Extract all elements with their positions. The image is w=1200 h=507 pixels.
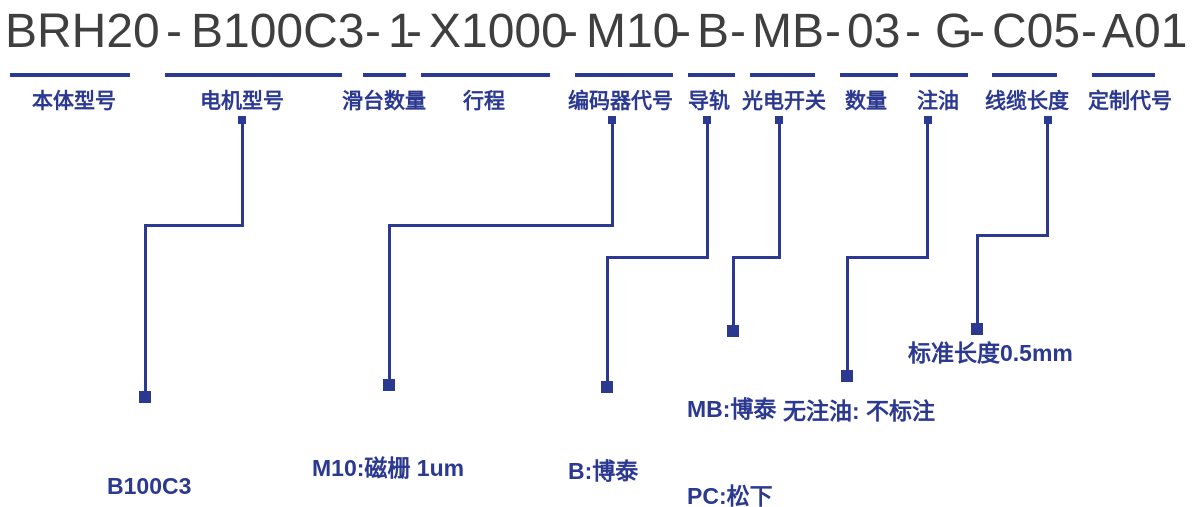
connector-switch-stem — [778, 119, 781, 259]
label-guide-rail: 导轨 — [688, 90, 730, 113]
model-code-separator: - — [969, 5, 985, 58]
model-code-separator: - — [166, 5, 182, 58]
underline-slider-count — [363, 73, 406, 77]
underline-body-model — [10, 73, 130, 77]
model-code-segment: B — [697, 5, 730, 58]
model-code-segment: BRH20 — [5, 5, 160, 58]
connector-switch-end-dot — [727, 325, 739, 337]
encoder-options: M10:磁栅 1um G10:光栅 1um G05:光栅 0.5um — [312, 398, 482, 507]
connector-rail-elbow — [606, 256, 709, 259]
model-code-separator: - — [825, 5, 841, 58]
underline-oiling — [910, 73, 968, 77]
rail-options: B:博泰 H:上银 T:THK — [568, 401, 638, 507]
connector-motor-elbow — [144, 224, 244, 227]
label-quantity: 数量 — [845, 90, 887, 113]
connector-rail-end-dot — [601, 381, 613, 393]
underline-cable-length — [992, 73, 1057, 77]
underline-quantity — [840, 73, 898, 77]
connector-encoder-stem — [611, 119, 614, 226]
connector-oil-stem — [926, 119, 929, 259]
model-code-separator: - — [1081, 5, 1097, 58]
connector-rail-stem — [706, 119, 709, 259]
oil-note: 无注油: 不标注 — [783, 398, 936, 424]
connector-encoder-drop — [388, 224, 391, 382]
label-body-model: 本体型号 — [32, 90, 116, 113]
connector-cable-drop — [976, 234, 979, 326]
connector-rail-drop — [606, 256, 609, 384]
model-code-segment: MB — [752, 5, 824, 58]
underline-guide-rail — [688, 73, 735, 77]
photo-switch-options: MB:博泰 PC:松下 — [687, 339, 776, 507]
cable-note: 标准长度0.5mm — [908, 340, 1073, 366]
connector-oil-drop — [846, 256, 849, 373]
underline-photo-switch — [750, 73, 815, 77]
model-code-segment: 03 — [847, 5, 901, 58]
option-item: MB:博泰 — [687, 396, 777, 422]
model-code-segment: C05 — [992, 5, 1081, 58]
label-encoder-code: 编码器代号 — [568, 90, 673, 113]
underline-encoder-code — [575, 73, 673, 77]
connector-cable-end-dot — [971, 323, 983, 335]
label-cable-length: 线缆长度 — [985, 90, 1069, 113]
label-slider-count: 滑台数量 — [342, 90, 426, 113]
label-photo-switch: 光电开关 — [742, 90, 826, 113]
option-item: PC:松下 — [687, 483, 773, 507]
underline-custom-code — [1092, 73, 1155, 77]
connector-cable-elbow — [976, 234, 1049, 237]
model-code-separator: - — [562, 5, 578, 58]
model-code-segment: A01 — [1102, 5, 1188, 58]
label-oiling: 注油 — [917, 90, 959, 113]
model-code-segment: M10 — [586, 5, 680, 58]
connector-switch-elbow — [732, 256, 781, 259]
label-motor-model: 电机型号 — [200, 90, 284, 113]
connector-motor-end-dot — [139, 391, 151, 403]
motor-model-options: B100C3 B100C4 B100C6 — [107, 416, 191, 507]
connector-motor-drop — [144, 224, 147, 394]
connector-encoder-end-dot — [383, 379, 395, 391]
model-code-segment: X1000 — [429, 5, 568, 58]
label-stroke: 行程 — [463, 90, 505, 113]
option-item: B100C3 — [107, 473, 192, 499]
connector-encoder-elbow — [388, 224, 614, 227]
connector-oil-end-dot — [841, 370, 853, 382]
model-code-segment: 1 — [388, 5, 415, 58]
option-item: B:博泰 — [568, 458, 639, 484]
underline-motor-model — [165, 73, 342, 77]
option-item: M10:磁栅 1um — [312, 455, 465, 481]
model-code-separator: - — [406, 5, 422, 58]
model-code-separator: - — [730, 5, 746, 58]
model-code-separator: - — [905, 5, 921, 58]
connector-switch-drop — [732, 256, 735, 328]
model-code-segment: B100C3 — [191, 5, 365, 58]
label-custom-code: 定制代号 — [1088, 90, 1172, 113]
model-code-separator: - — [365, 5, 381, 58]
connector-motor-stem — [241, 119, 244, 226]
model-code-separator: - — [675, 5, 691, 58]
connector-cable-stem — [1046, 119, 1049, 237]
connector-oil-elbow — [846, 256, 929, 259]
model-code-segment: G — [935, 5, 973, 58]
underline-stroke — [421, 73, 550, 77]
